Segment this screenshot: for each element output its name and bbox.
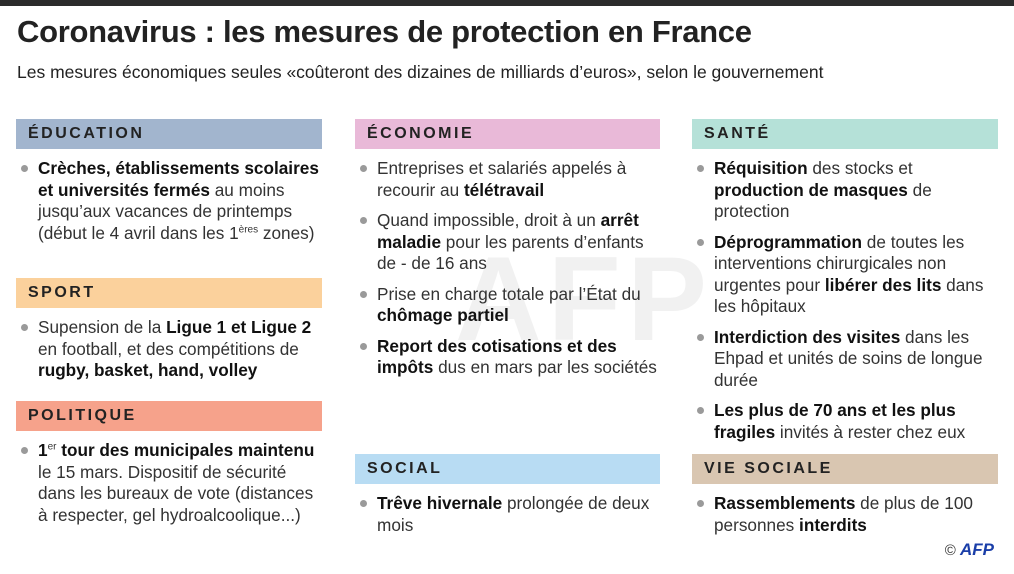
copyright-symbol: © [944, 542, 956, 559]
section-header: VIE SOCIALE [692, 454, 998, 484]
item-text: dans les Ehpad et unités de soins de lon… [714, 326, 983, 390]
list-item: Quand impossible, droit à un arrêt malad… [355, 210, 660, 275]
item-text: Entreprises et salariés appelés à recour… [377, 158, 627, 200]
section-social: SOCIAL Trêve hivernale prolongée de deux… [355, 454, 660, 536]
section-economie: ÉCONOMIE Entreprises et salariés appelés… [355, 119, 660, 379]
item-bold-text: Réquisition [714, 158, 808, 178]
item-text: Supension de la [38, 317, 167, 337]
list-item: Déprogrammation de toutes les interventi… [692, 232, 998, 318]
bullet-icon [697, 500, 704, 507]
section-header: POLITIQUE [16, 401, 322, 431]
item-text: dus en mars par les sociétés [433, 357, 657, 377]
section-sport: SPORT Supension de la Ligue 1 et Ligue 2… [16, 278, 322, 382]
bullet-icon [21, 165, 28, 172]
item-bold-text: interdits [799, 514, 867, 535]
bullet-icon [360, 290, 367, 298]
item-superscript: ères [238, 223, 259, 235]
bullet-icon [360, 342, 367, 350]
list-item: Réquisition des stocks et production de … [692, 158, 998, 223]
item-bold-text: Déprogrammation [714, 231, 863, 252]
item-text: invités à rester chez eux [775, 421, 966, 442]
page-subtitle: Les mesures économiques seules «coûteron… [17, 62, 824, 82]
item-bold-text: rugby, basket, hand, volley [38, 360, 258, 380]
item-text: de protection [714, 179, 932, 222]
item-bold-text: Report des cotisations et des impôts [377, 335, 617, 378]
list-item: Les plus de 70 ans et les plus fragiles … [692, 400, 998, 443]
list-item: Supension de la Ligue 1 et Ligue 2 en fo… [16, 317, 322, 382]
bullet-icon [697, 238, 704, 246]
bullet-icon [697, 333, 704, 341]
item-bold-text: 1 [38, 440, 48, 460]
section-education: ÉDUCATION Crèches, établissements scolai… [16, 119, 322, 244]
item-text: pour les parents d’enfants de - de 16 an… [377, 231, 644, 274]
item-list: Crèches, établissements scolaires et uni… [16, 158, 322, 244]
bullet-icon [697, 407, 704, 414]
item-text: zones) [258, 222, 315, 243]
section-sante: SANTÉ Réquisition des stocks et producti… [692, 119, 998, 443]
top-bar [0, 0, 1014, 6]
bullet-icon [21, 447, 28, 454]
item-text: au moins jusqu’aux vacances de printemps… [38, 179, 293, 243]
item-list: 1er tour des municipales maintenu le 15 … [16, 440, 322, 526]
section-header: SPORT [16, 278, 322, 308]
item-list: Supension de la Ligue 1 et Ligue 2 en fo… [16, 317, 322, 382]
list-item: Crèches, établissements scolaires et uni… [16, 158, 322, 244]
section-header: ÉCONOMIE [355, 119, 660, 149]
item-text: en football, et des compétitions de [38, 338, 299, 359]
afp-logo: AFP [960, 540, 994, 559]
bullet-icon [360, 500, 367, 507]
section-vie-sociale: VIE SOCIALE Rassemblements de plus de 10… [692, 454, 998, 536]
section-header: SOCIAL [355, 454, 660, 484]
item-bold-text: Trêve hivernale [377, 493, 503, 513]
item-text: dans les hôpitaux [714, 274, 984, 317]
section-header: ÉDUCATION [16, 119, 322, 149]
list-item: Interdiction des visites dans les Ehpad … [692, 327, 998, 392]
list-item: Entreprises et salariés appelés à recour… [355, 158, 660, 201]
item-text: de toutes les interventions chirurgicale… [714, 231, 965, 295]
bullet-icon [21, 324, 28, 331]
list-item: Prise en charge totale par l’État du chô… [355, 284, 660, 327]
item-bold-text: Les plus de 70 ans et les plus fragiles [714, 400, 956, 442]
item-bold-text: Crèches, établissements scolaires et uni… [38, 158, 319, 200]
page-title: Coronavirus : les mesures de protection … [17, 14, 752, 49]
item-text: prolongée de deux mois [377, 493, 650, 535]
item-bold-text: arrêt maladie [377, 210, 639, 252]
item-bold-text: Rassemblements [714, 493, 856, 513]
item-superscript: er [47, 441, 57, 453]
bullet-icon [360, 165, 367, 172]
section-header: SANTÉ [692, 119, 998, 149]
item-bold-text: libérer des lits [824, 274, 942, 295]
item-text: des stocks et [807, 158, 913, 178]
item-text: Prise en charge totale par l’État du [377, 283, 641, 304]
item-list: Entreprises et salariés appelés à recour… [355, 158, 660, 379]
list-item: Report des cotisations et des impôts dus… [355, 336, 660, 379]
item-list: Rassemblements de plus de 100 personnes … [692, 493, 998, 536]
bullet-icon [697, 165, 704, 172]
item-bold-text: production de masques [714, 179, 908, 200]
credit-line: © AFP [945, 540, 994, 560]
item-bold-text: Interdiction des visites [714, 326, 901, 347]
list-item: 1er tour des municipales maintenu le 15 … [16, 440, 322, 526]
item-text: Quand impossible, droit à un [377, 210, 601, 230]
item-bold-text: Ligue 1 et Ligue 2 [166, 317, 312, 337]
item-bold-text: télétravail [463, 179, 545, 200]
list-item: Rassemblements de plus de 100 personnes … [692, 493, 998, 536]
item-text: de plus de 100 personnes [714, 493, 973, 535]
bullet-icon [360, 217, 367, 224]
item-bold-text: tour des municipales maintenu [56, 440, 315, 460]
section-politique: POLITIQUE 1er tour des municipales maint… [16, 401, 322, 526]
item-bold-text: chômage partiel [377, 305, 509, 325]
item-list: Réquisition des stocks et production de … [692, 158, 998, 443]
item-text: le 15 mars. Dispositif de sécurité dans … [38, 461, 314, 525]
list-item: Trêve hivernale prolongée de deux mois [355, 493, 660, 536]
item-list: Trêve hivernale prolongée de deux mois [355, 493, 660, 536]
